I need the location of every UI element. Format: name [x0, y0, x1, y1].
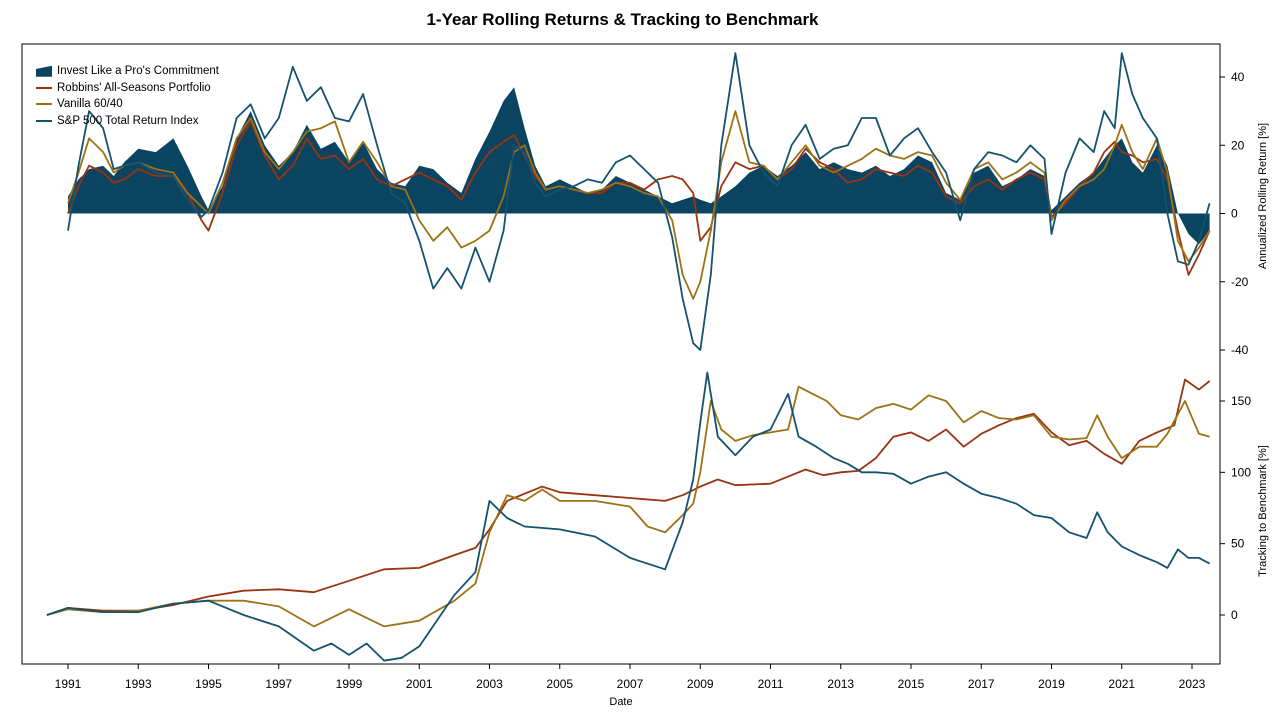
x-tick-label: 2003: [476, 677, 503, 691]
x-tick-label: 1995: [195, 677, 222, 691]
series-layer: [46, 52, 1211, 662]
rolling-y-tick-label: -40: [1231, 343, 1249, 357]
legend-label-commitment: Invest Like a Pro's Commitment: [57, 65, 219, 78]
tracking-sp500-line: [46, 371, 1211, 662]
x-tick-label: 2017: [968, 677, 995, 691]
rolling-y-tick-label: -20: [1231, 275, 1249, 289]
axes-layer: 40 20 0 -20 -40 150 100 50 0 1991 1993 1995 1997 1999…: [55, 70, 1252, 691]
legend-item-all-seasons: Robbins' All-Seasons Portfolio: [36, 80, 219, 97]
rolling-sp500-line: [67, 52, 1211, 351]
legend-label-all-seasons: Robbins' All-Seasons Portfolio: [57, 81, 211, 94]
legend-label-vanilla: Vanilla 60/40: [57, 98, 123, 111]
tracking-vanilla-line: [46, 385, 1210, 628]
legend-swatch-sp500: [36, 119, 52, 122]
plot-frame: [21, 43, 1221, 665]
tracking-y-tick-label: 150: [1231, 394, 1251, 408]
rolling-commitment-area: [68, 87, 1210, 245]
x-tick-label: 2001: [406, 677, 433, 691]
legend-swatch-vanilla: [36, 103, 52, 106]
legend-swatch-commitment: [36, 65, 52, 77]
x-tick-label: 2005: [546, 677, 573, 691]
y-axis-title-bottom: Tracking to Benchmark [%]: [1257, 445, 1269, 577]
x-tick-label: 2015: [898, 677, 925, 691]
x-tick-label: 2023: [1179, 677, 1206, 691]
chart-title: 1-Year Rolling Returns & Tracking to Ben…: [426, 10, 819, 29]
legend-swatch-all-seasons: [36, 86, 52, 89]
x-tick-label: 1993: [125, 677, 152, 691]
x-tick-label: 2021: [1108, 677, 1135, 691]
x-tick-label: 2013: [827, 677, 854, 691]
x-axis-title: Date: [609, 696, 632, 708]
legend-item-vanilla: Vanilla 60/40: [36, 96, 219, 113]
tracking-y-tick-label: 100: [1231, 465, 1251, 479]
x-tick-label: 1997: [265, 677, 292, 691]
rolling-y-tick-label: 20: [1231, 138, 1245, 152]
y-axis-title-top: Annualized Rolling Return [%]: [1257, 123, 1269, 269]
legend: Invest Like a Pro's Commitment Robbins' …: [36, 63, 219, 129]
legend-item-commitment: Invest Like a Pro's Commitment: [36, 63, 219, 80]
x-tick-label: 1999: [336, 677, 363, 691]
legend-label-sp500: S&P 500 Total Return Index: [57, 114, 199, 127]
x-tick-label: 2009: [687, 677, 714, 691]
tracking-all_seasons-line: [46, 378, 1211, 616]
x-tick-label: 2011: [758, 677, 784, 691]
x-tick-label: 2007: [617, 677, 644, 691]
legend-item-sp500: S&P 500 Total Return Index: [36, 113, 219, 130]
tracking-y-tick-label: 50: [1231, 537, 1245, 551]
tracking-y-tick-label: 0: [1231, 608, 1238, 622]
x-tick-label: 1991: [55, 677, 82, 691]
x-tick-label: 2019: [1038, 677, 1065, 691]
rolling-y-tick-label: 40: [1231, 70, 1245, 84]
rolling-y-tick-label: 0: [1231, 207, 1238, 221]
